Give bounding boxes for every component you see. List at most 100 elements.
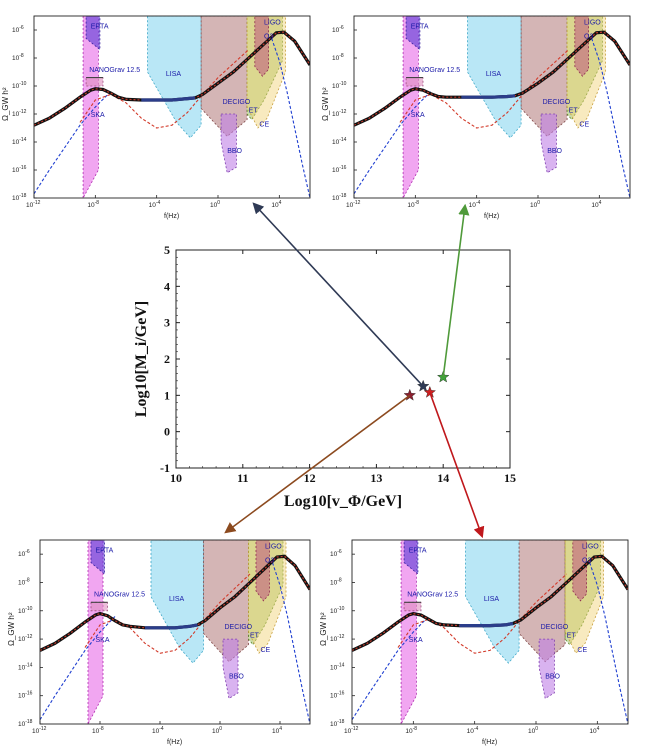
x-tick-label: 11 <box>237 471 248 485</box>
x-axis-label: Log10[v_Φ/GeV] <box>284 493 402 510</box>
x-axis-label: f(Hz) <box>482 739 497 746</box>
x-tick-label: 10-12 <box>344 726 359 735</box>
x-tick-label: 14 <box>437 471 449 485</box>
blue-dashed-high <box>591 38 630 198</box>
plot-area <box>40 540 310 724</box>
y-tick-label: 10-16 <box>12 165 27 174</box>
y-tick-label: 10-14 <box>330 662 345 671</box>
arrow-to-top-right <box>442 203 470 378</box>
y-tick-label: 10-6 <box>18 549 30 558</box>
region-label-decigo: DECIGO <box>543 99 571 106</box>
plot-frame <box>39 539 311 725</box>
region-label-bbo: BBO <box>227 148 242 155</box>
region-label-epta: EPTA <box>91 24 109 31</box>
x-axis-label: f(Hz) <box>164 213 179 220</box>
x-tick-label: 13 <box>370 471 382 485</box>
x-tick-label: 10-8 <box>405 726 417 735</box>
region-label-decigo: DECIGO <box>541 624 569 631</box>
lisa-region <box>150 540 204 664</box>
lisa-region <box>147 16 202 139</box>
x-axis-label: f(Hz) <box>167 739 182 746</box>
x-tick-label: 10-8 <box>407 200 419 209</box>
y-axis-label: Ω_GW h² <box>7 612 16 646</box>
y-tick-label: 10-12 <box>12 109 27 118</box>
gw-spectrum-plateau <box>145 623 198 630</box>
region-label-lisa: LISA <box>486 71 502 78</box>
decigo-region <box>200 16 248 137</box>
y-axis-label: Ω_GW h² <box>1 87 10 121</box>
region-label-nanograv-12-5: NANOGrav 12.5 <box>89 67 140 74</box>
blue-dashed-high <box>589 562 628 724</box>
region-label-o3: O3 <box>264 33 273 40</box>
plot-frame <box>351 539 629 725</box>
x-tick-label: 100 <box>528 726 538 735</box>
y-tick-label: 10-12 <box>330 634 345 643</box>
x-tick-label: 10-12 <box>346 200 361 209</box>
region-label-et: ET <box>249 108 259 115</box>
y-tick-label: 10-14 <box>12 137 27 146</box>
epta-region <box>405 16 421 51</box>
y-tick-label: 4 <box>164 279 170 293</box>
x-tick-label: 10 <box>170 471 182 485</box>
y-tick-label: 10-16 <box>332 165 347 174</box>
plot-area <box>354 16 630 198</box>
region-label-et: ET <box>569 108 579 115</box>
y-tick-label: 10-6 <box>332 25 344 34</box>
arrow-to-bottom-left <box>224 394 411 534</box>
nanograv-region <box>403 601 422 612</box>
y-axis-label: Log10[M_i/GeV] <box>133 301 150 417</box>
y-tick-label: 10-10 <box>330 606 345 615</box>
ska-region <box>402 16 419 198</box>
plot-frame <box>353 15 631 199</box>
ska-region <box>82 16 99 198</box>
y-tick-label: 10-18 <box>332 193 347 202</box>
region-label-o3: O3 <box>584 33 593 40</box>
decigo-region <box>203 540 249 663</box>
center-scatter-plot: 10 11 12 13 14 15-1012345Log10[v_Φ/GeV]Log10[… <box>133 243 516 510</box>
region-label-ska: SKA <box>91 112 105 119</box>
region-label-decigo: DECIGO <box>225 624 253 631</box>
y-tick-label: 10-8 <box>12 53 24 62</box>
region-label-o3: O3 <box>265 558 274 565</box>
y-axis-label: Ω_GW h² <box>321 87 330 121</box>
region-label-bbo: BBO <box>547 148 562 155</box>
plot-frame <box>33 15 311 199</box>
region-label-ce: CE <box>579 122 589 129</box>
blue-dashed-high <box>271 38 310 198</box>
region-label-ligo: LIGO <box>582 543 599 550</box>
x-tick-label: 100 <box>212 726 222 735</box>
gw-spectrum-plateau <box>461 94 516 99</box>
lisa-region <box>467 16 522 139</box>
lisa-region <box>465 540 520 664</box>
blue-dashed-high <box>271 562 310 724</box>
y-tick-label: 10-12 <box>332 109 347 118</box>
x-tick-label: 10-8 <box>87 200 99 209</box>
y-tick-label: 1 <box>164 388 170 402</box>
y-tick-label: 5 <box>164 243 170 257</box>
x-tick-label: 100 <box>530 200 540 209</box>
y-tick-label: 10-6 <box>330 549 342 558</box>
region-label-ska: SKA <box>96 637 110 644</box>
x-tick-label: 10-4 <box>152 726 164 735</box>
y-tick-label: 10-6 <box>12 25 24 34</box>
x-axis-label: f(Hz) <box>484 213 499 220</box>
region-label-bbo: BBO <box>229 674 244 681</box>
region-label-decigo: DECIGO <box>223 99 251 106</box>
region-label-nanograv-12-5: NANOGrav 12.5 <box>407 592 458 599</box>
y-tick-label: 10-14 <box>18 662 33 671</box>
x-tick-label: 10-4 <box>467 726 479 735</box>
y-tick-label: 10-8 <box>330 577 342 586</box>
region-label-ce: CE <box>259 122 269 129</box>
x-tick-label: 104 <box>589 726 599 735</box>
nanograv-region <box>90 601 108 612</box>
x-tick-label: 15 <box>504 471 516 485</box>
x-tick-label: 104 <box>271 200 281 209</box>
y-tick-label: 10-16 <box>18 691 33 700</box>
bbo-region <box>220 113 237 174</box>
decigo-region <box>518 540 566 663</box>
ska-region <box>87 540 104 724</box>
region-label-lisa: LISA <box>169 596 185 603</box>
